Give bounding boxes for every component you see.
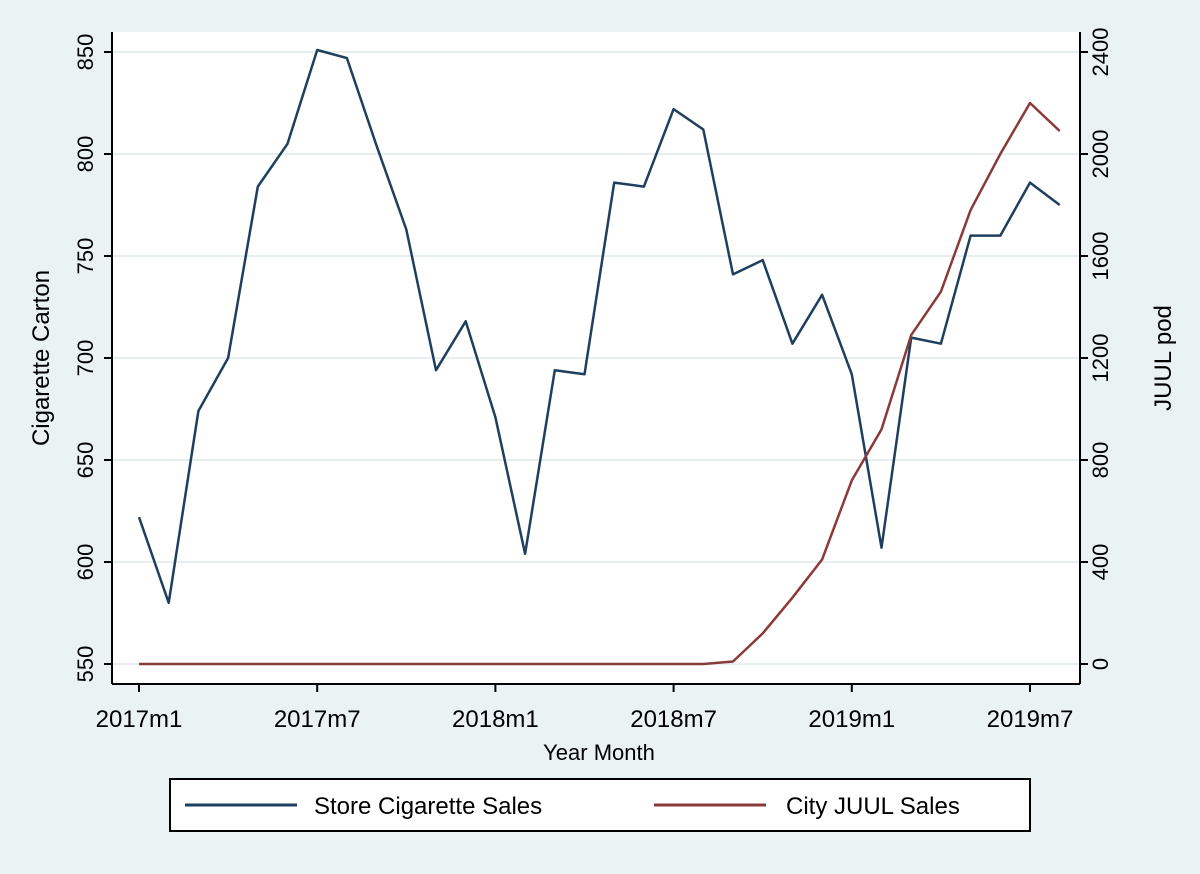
- x-tick-label: 2018m7: [630, 706, 717, 733]
- axes: 550 600 650 700 750 800 850 0 400 800 1200 1600 2000…: [73, 28, 1113, 733]
- legend-label-store-cigarette: Store Cigarette Sales: [314, 793, 542, 820]
- y-tick-label-left: 600: [73, 544, 98, 581]
- y-axis-label-right: JUUL pod: [1150, 305, 1177, 411]
- y-tick-label-left: 750: [73, 238, 98, 275]
- y-tick-label-right: 1600: [1088, 232, 1113, 281]
- x-tick-label: 2018m1: [452, 706, 539, 733]
- y-tick-label-right: 0: [1088, 658, 1113, 670]
- legend: Store Cigarette Sales City JUUL Sales: [169, 778, 1031, 832]
- y-axis-label-left: Cigarette Carton: [28, 270, 55, 446]
- x-tick-label: 2017m7: [274, 706, 361, 733]
- y-tick-label-left: 650: [73, 442, 98, 479]
- y-tick-label-right: 2400: [1088, 28, 1113, 77]
- x-tick-label: 2017m1: [96, 706, 183, 733]
- x-tick-label: 2019m7: [987, 706, 1074, 733]
- y-tick-label-left: 850: [73, 34, 98, 71]
- series-line-store-cigarette-sales: [137, 48, 1061, 605]
- x-axis-label: Year Month: [543, 740, 655, 765]
- series-line-city-juul-sales: [139, 101, 1061, 666]
- y-tick-label-left: 800: [73, 136, 98, 173]
- y-tick-label-right: 2000: [1088, 130, 1113, 179]
- y-tick-label-right: 400: [1088, 544, 1113, 581]
- y-tick-label-right: 1200: [1088, 334, 1113, 383]
- legend-box: [169, 778, 1031, 832]
- y-tick-label-left: 550: [73, 646, 98, 683]
- legend-label-city-juul: City JUUL Sales: [786, 793, 960, 820]
- x-tick-label: 2019m1: [808, 706, 895, 733]
- series-lines: [137, 48, 1061, 666]
- y-tick-label-right: 800: [1088, 442, 1113, 479]
- y-tick-label-left: 700: [73, 340, 98, 377]
